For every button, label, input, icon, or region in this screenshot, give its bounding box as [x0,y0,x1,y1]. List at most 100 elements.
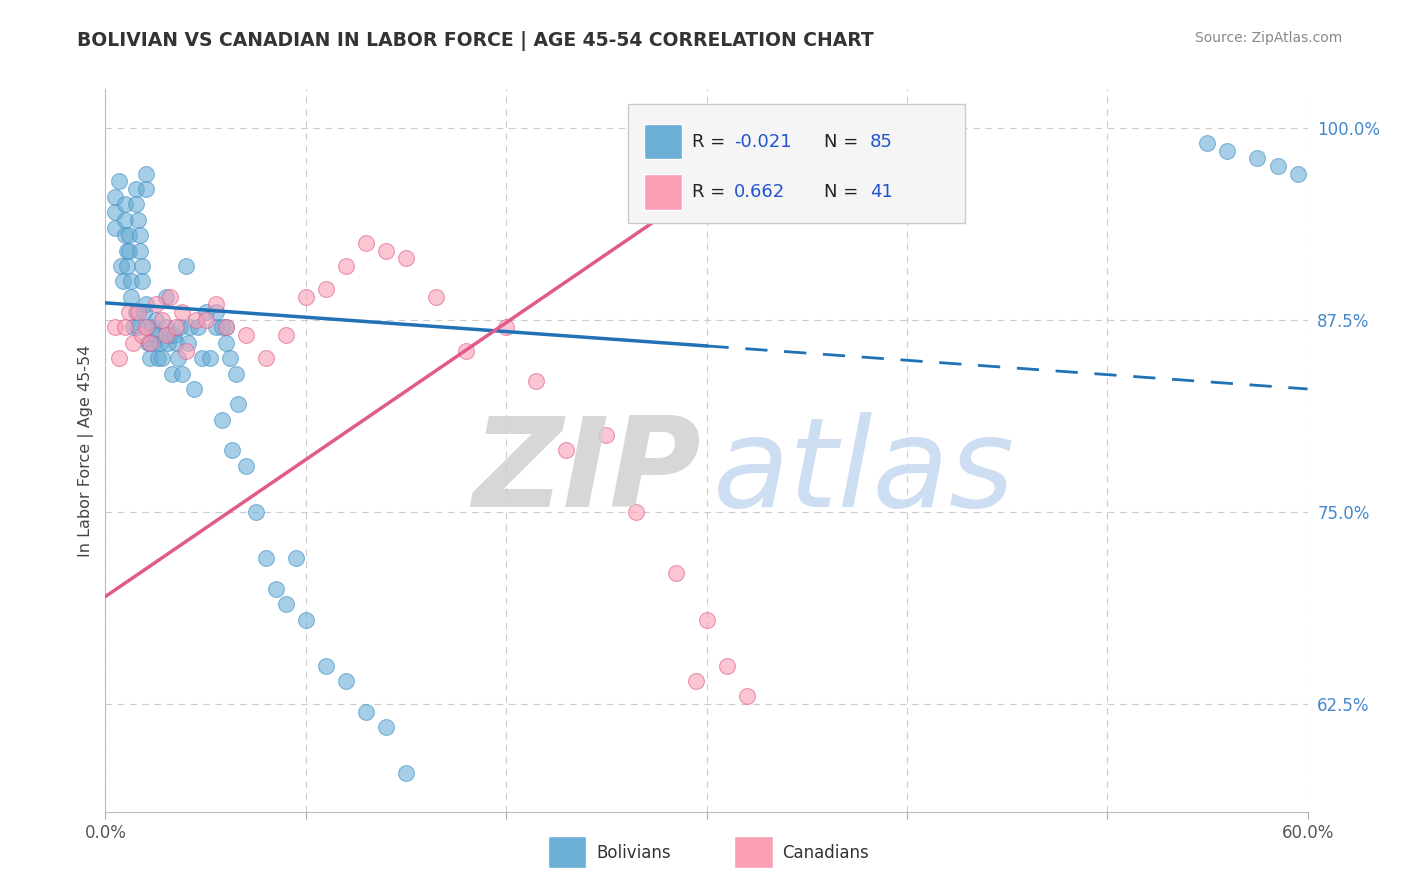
Point [138,335,160,350]
Point [354,705,377,719]
Point [170,305,193,319]
Point [456,343,478,358]
Point [135,167,157,181]
Point [524,374,547,388]
Point [114,212,136,227]
Point [150,313,173,327]
Point [716,658,738,673]
Point [335,259,357,273]
FancyBboxPatch shape [734,837,773,868]
Point [204,320,226,334]
Point [204,305,226,319]
Point [214,320,236,334]
Point [315,282,337,296]
Point [117,259,139,273]
Point [183,382,205,396]
Point [135,320,157,334]
Point [110,259,132,273]
Point [198,351,221,366]
Point [156,335,179,350]
Point [166,351,188,366]
Point [145,328,167,343]
Point [735,690,758,704]
Point [179,320,201,334]
Point [121,274,143,288]
Point [1197,136,1219,150]
Text: N =: N = [824,133,859,151]
Point [685,674,707,689]
Point [295,613,318,627]
Point [142,335,165,350]
Point [165,335,187,350]
Point [425,290,447,304]
Text: atlas: atlas [713,411,1015,533]
Point [146,351,169,366]
FancyBboxPatch shape [644,124,682,160]
Point [124,305,146,319]
Point [174,259,197,273]
Point [114,320,136,334]
Point [184,313,207,327]
Point [131,259,153,273]
Point [138,335,160,350]
Point [124,182,146,196]
Point [495,320,517,334]
Point [1246,152,1268,166]
Point [162,328,184,343]
Point [104,190,127,204]
Point [135,297,157,311]
FancyBboxPatch shape [548,837,586,868]
Point [375,720,398,734]
Point [194,313,217,327]
Point [128,244,150,258]
Point [335,674,357,689]
Point [159,290,181,304]
Point [127,305,149,319]
Text: R =: R = [692,133,731,151]
Point [221,443,243,458]
Text: BOLIVIAN VS CANADIAN IN LABOR FORCE | AGE 45-54 CORRELATION CHART: BOLIVIAN VS CANADIAN IN LABOR FORCE | AG… [77,31,875,51]
Point [214,335,236,350]
Point [214,320,236,334]
Point [128,228,150,243]
Point [159,328,181,343]
Point [131,274,153,288]
Point [145,297,167,311]
Point [148,335,170,350]
Point [118,228,141,243]
Point [114,197,136,211]
Point [225,367,247,381]
Point [204,297,226,311]
Text: Bolivians: Bolivians [596,844,671,862]
Point [104,205,127,219]
Point [155,328,177,343]
Text: Source: ZipAtlas.com: Source: ZipAtlas.com [1195,31,1343,45]
Point [114,228,136,243]
Point [127,212,149,227]
Point [696,613,718,627]
Point [354,235,377,250]
Point [315,658,337,673]
Text: 0.662: 0.662 [734,183,786,201]
Point [190,351,212,366]
Point [254,351,277,366]
Point [211,320,233,334]
Point [194,305,217,319]
Point [395,252,418,266]
Point [1267,159,1289,173]
Point [375,244,398,258]
Point [555,443,578,458]
Point [211,413,233,427]
FancyBboxPatch shape [644,175,682,210]
Point [226,397,249,411]
Point [155,290,177,304]
Point [264,582,287,596]
Point [104,220,127,235]
Text: Canadians: Canadians [782,844,869,862]
Point [155,320,177,334]
Text: 41: 41 [870,183,893,201]
Point [136,320,159,334]
Point [395,766,418,780]
Point [141,320,163,334]
Point [274,328,297,343]
